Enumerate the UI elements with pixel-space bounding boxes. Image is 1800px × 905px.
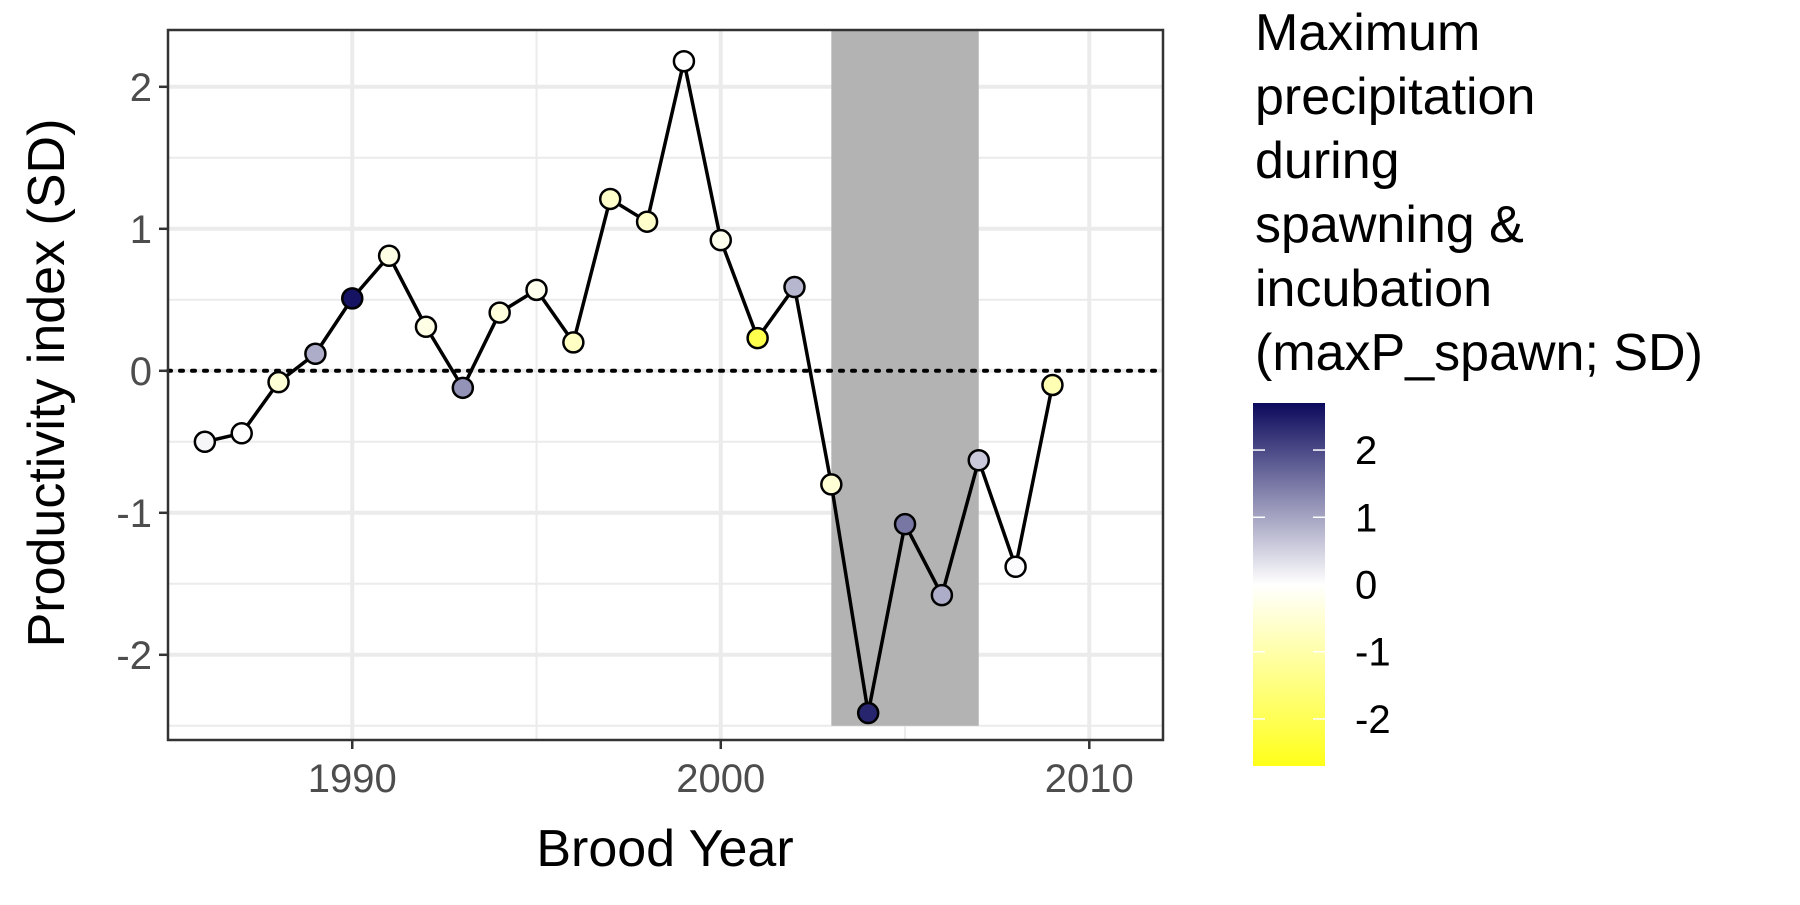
x-tick-label: 2010 xyxy=(1045,757,1134,801)
shaded-region xyxy=(831,30,979,726)
x-axis-title: Brood Year xyxy=(536,820,793,878)
data-point xyxy=(930,583,954,607)
data-point xyxy=(893,512,917,536)
data-point xyxy=(856,701,880,725)
data-point xyxy=(341,287,364,310)
y-axis-title: Productivity index (SD) xyxy=(18,119,76,648)
colorbar-tick-label: -1 xyxy=(1355,631,1391,675)
y-tick-label: 0 xyxy=(130,350,152,394)
legend-title-line: Maximum xyxy=(1255,4,1480,62)
data-point xyxy=(783,275,806,299)
grid-lines xyxy=(168,30,1163,740)
legend-title-line: spawning & xyxy=(1255,196,1524,254)
data-point xyxy=(598,187,622,211)
plot-border xyxy=(166,28,1165,742)
data-point xyxy=(820,473,843,496)
data-point xyxy=(304,342,327,366)
colorbar-tick-label: 1 xyxy=(1355,496,1377,540)
data-point xyxy=(377,244,401,268)
data-point xyxy=(1004,555,1027,579)
legend-ticks: 2 1 0 -1 -2 xyxy=(1253,429,1391,742)
data-point xyxy=(635,210,659,233)
data-point xyxy=(451,376,475,400)
data-point xyxy=(414,315,438,339)
legend-title-line: precipitation xyxy=(1255,68,1535,126)
panel-border xyxy=(166,28,1165,742)
y-tick-label: 2 xyxy=(130,66,152,110)
legend-title: Maximum precipitation during spawning & incu… xyxy=(1255,4,1703,382)
data-points xyxy=(193,49,1064,725)
colorbar-tick-label: 2 xyxy=(1355,429,1377,473)
data-point xyxy=(562,331,585,354)
data-point xyxy=(267,370,290,394)
data-point xyxy=(230,422,253,445)
data-point xyxy=(746,326,769,350)
data-point xyxy=(967,449,990,472)
data-point xyxy=(525,278,548,302)
data-point xyxy=(1041,373,1064,397)
shaded-period xyxy=(831,30,979,726)
legend-title-line: (maxP_spawn; SD) xyxy=(1255,324,1703,382)
data-point xyxy=(672,49,696,73)
data-point xyxy=(193,430,217,454)
y-tick-label: 1 xyxy=(130,208,152,252)
data-point xyxy=(488,301,511,324)
colorbar-tick-label: 0 xyxy=(1355,564,1377,608)
y-tick-label: -1 xyxy=(116,492,152,536)
data-point xyxy=(709,228,733,252)
axis-ticks: 1990 2000 2010 -2 -1 0 1 2 xyxy=(116,66,1133,801)
x-tick-label: 2000 xyxy=(676,757,765,801)
legend-title-line: during xyxy=(1255,132,1400,190)
color-legend: Maximum precipitation during spawning & incu… xyxy=(1253,4,1703,766)
colorbar-tick-label: -2 xyxy=(1355,698,1391,742)
legend-title-line: incubation xyxy=(1255,260,1492,318)
x-tick-label: 1990 xyxy=(308,757,397,801)
y-tick-label: -2 xyxy=(116,634,152,678)
